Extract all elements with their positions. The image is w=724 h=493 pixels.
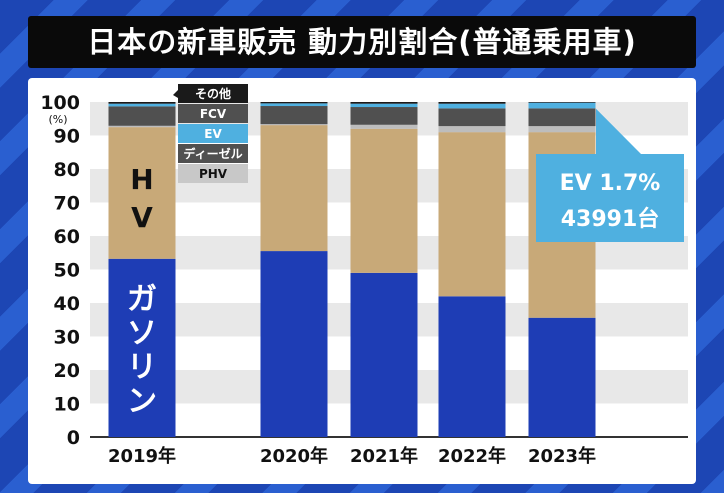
- bar-segment: [260, 125, 328, 252]
- bar-segment: [108, 102, 176, 104]
- legend-label: その他: [195, 86, 231, 101]
- bar-segment: [438, 296, 506, 437]
- x-tick-label: 2021年: [350, 445, 418, 467]
- bar-segment: [528, 108, 596, 127]
- y-tick-label: 100: [40, 92, 80, 114]
- bar-segment: [438, 108, 506, 127]
- title-bar: 日本の新車販売 動力別割合(普通乗用車): [28, 16, 696, 68]
- stacked-bar-chart: 0 10 20 30 40 50 60 70 80 90 100(%) 2019年 2020年 2021年…: [40, 84, 688, 467]
- gasoline-label-char: ソ: [127, 316, 157, 351]
- bar-segment: [108, 125, 176, 128]
- bar-segment: [350, 102, 418, 104]
- annotation-line1: EV 1.7%: [560, 171, 661, 196]
- legend-label: PHV: [199, 167, 228, 181]
- bar-segment: [438, 102, 506, 104]
- y-tick-label: 70: [54, 193, 80, 215]
- bar-segment: [260, 102, 328, 104]
- legend-pointer: [173, 90, 178, 98]
- bar-segment: [108, 258, 176, 437]
- bar-segment: [108, 106, 176, 126]
- bar-segment: [438, 103, 506, 109]
- legend-swatch: [178, 164, 248, 183]
- bar-segment: [260, 103, 328, 107]
- legend-label: FCV: [200, 107, 227, 121]
- annotation-pointer: [596, 108, 641, 154]
- legend-swatch: [178, 104, 248, 123]
- y-axis-unit: (%): [48, 113, 67, 126]
- legend-swatch: [178, 124, 248, 143]
- chart-panel: 0 10 20 30 40 50 60 70 80 90 100 (%) 2019年 2020年 2021年…: [28, 78, 696, 484]
- annotation-box: [536, 154, 684, 242]
- legend-label: ディーゼル: [183, 146, 242, 161]
- y-tick-label: 50: [54, 260, 80, 282]
- x-tick-label: 2020年: [260, 445, 328, 467]
- bar-segment: [528, 317, 596, 437]
- bar-segment: [108, 103, 176, 107]
- y-tick-label: 30: [54, 327, 80, 349]
- bar-segment: [528, 102, 596, 103]
- y-tick-label: 10: [54, 394, 80, 416]
- x-tick-label: 2019年: [108, 445, 176, 467]
- y-tick-label: 0: [67, 427, 80, 449]
- legend-swatch: [178, 144, 248, 163]
- bar-segment: [350, 107, 418, 125]
- bar-segment: [260, 251, 328, 437]
- legend-swatch: [178, 84, 248, 103]
- y-tick-label: 40: [54, 293, 80, 315]
- y-tick-label: 60: [54, 226, 80, 248]
- y-tick-label: 20: [54, 360, 80, 382]
- bar-segment: [350, 272, 418, 437]
- gasoline-label-char: リ: [127, 350, 157, 385]
- bar-segment: [438, 126, 506, 133]
- chart-title: 日本の新車販売 動力別割合(普通乗用車): [87, 25, 637, 59]
- hv-label-h: H: [130, 163, 153, 196]
- bar-segment: [260, 106, 328, 125]
- y-tick-label: 90: [54, 126, 80, 148]
- bar-segment: [350, 128, 418, 273]
- bar-segment: [528, 102, 596, 109]
- gasoline-label-char: ン: [127, 384, 157, 419]
- hv-label-v: V: [131, 201, 153, 234]
- bar-segment: [260, 124, 328, 126]
- y-tick-label: 80: [54, 159, 80, 181]
- x-tick-label: 2023年: [528, 445, 596, 467]
- bar-segment: [350, 103, 418, 108]
- annotation-line2: 43991台: [561, 206, 660, 232]
- gasoline-label-char: ガ: [127, 282, 157, 317]
- bar-segment: [350, 124, 418, 129]
- bar-segment: [438, 132, 506, 297]
- bar-segment: [108, 127, 176, 259]
- x-tick-label: 2022年: [438, 445, 506, 467]
- legend-label: EV: [204, 127, 222, 141]
- bar-segment: [528, 126, 596, 133]
